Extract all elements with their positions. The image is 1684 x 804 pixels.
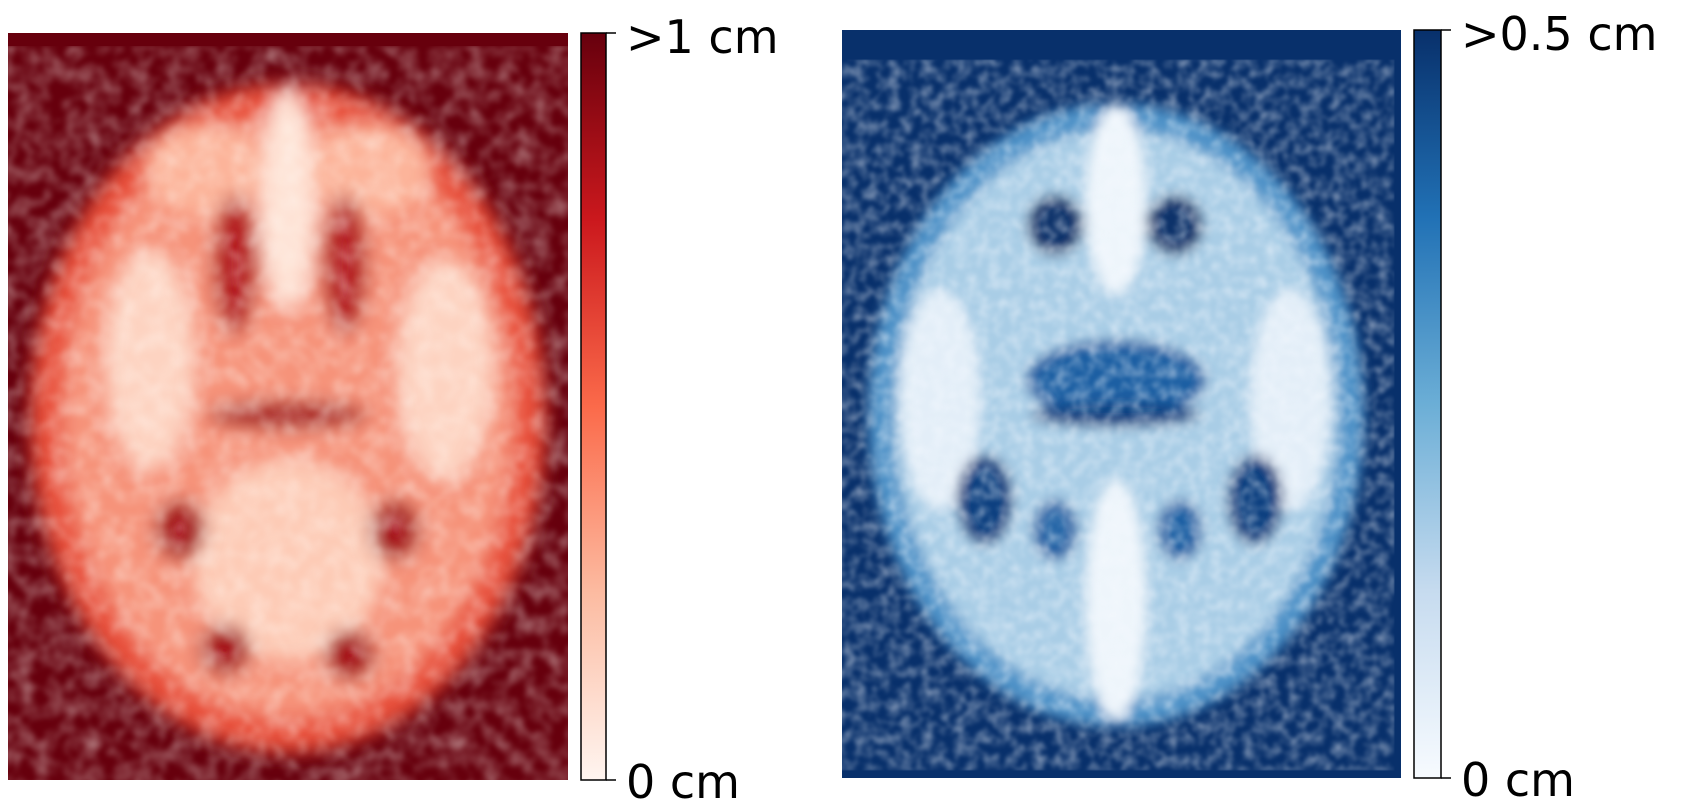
red-map bbox=[8, 33, 568, 780]
colorbar-top-label: >1 cm bbox=[626, 10, 779, 64]
blue-map bbox=[842, 30, 1401, 778]
colorbar bbox=[580, 32, 607, 781]
colorbar-top-label: >0.5 cm bbox=[1461, 7, 1657, 61]
colorbar-bottom-label: 0 cm bbox=[626, 755, 740, 804]
colorbar-bottom-label: 0 cm bbox=[1461, 753, 1575, 804]
colorbar bbox=[1413, 29, 1442, 779]
